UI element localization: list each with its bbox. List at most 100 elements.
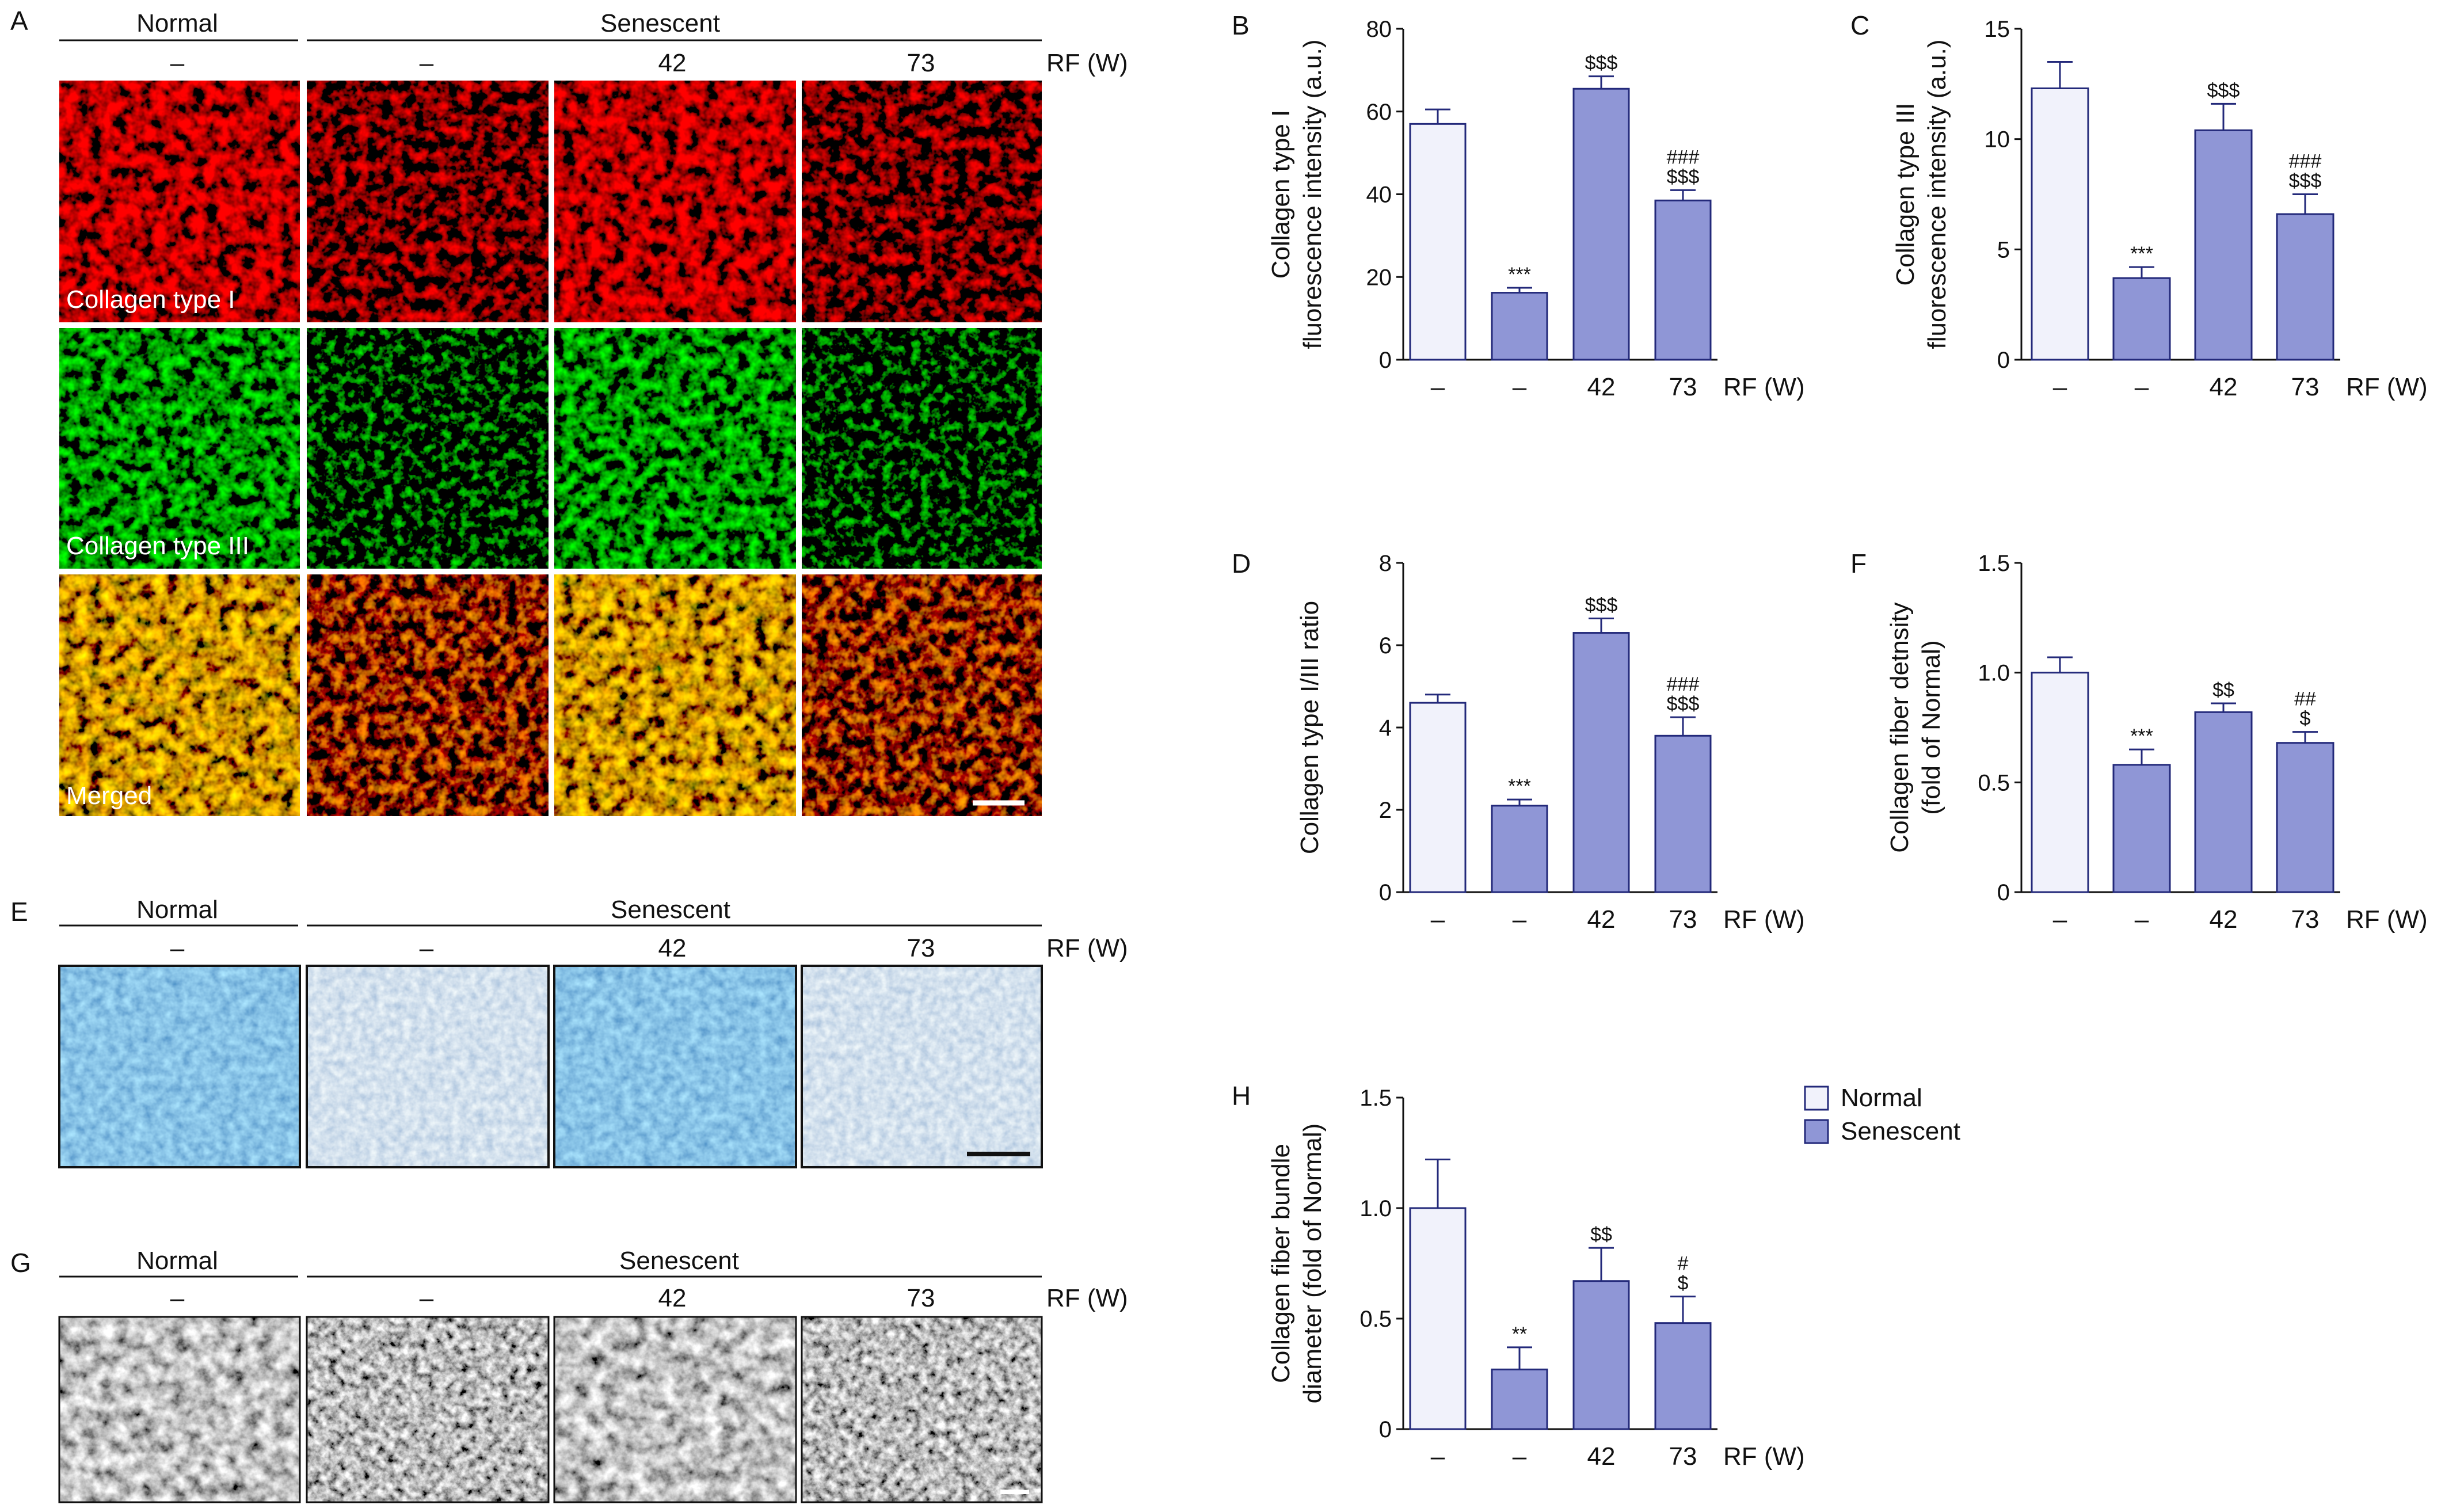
image-a-rf42-merged xyxy=(554,574,796,816)
col-label-normal-g: – xyxy=(170,1284,185,1312)
y-tick-label: 80 xyxy=(1366,17,1392,42)
frame-e-senescent xyxy=(306,965,550,1168)
col-label-control-a: – xyxy=(420,49,434,77)
y-tick-label: 6 xyxy=(1379,633,1392,658)
bar xyxy=(2031,672,2089,893)
image-a-senescent-col1 xyxy=(307,81,549,322)
significance-label: $ xyxy=(2300,708,2311,730)
image-e-rf42 xyxy=(554,966,796,1167)
panel-label-g: G xyxy=(10,1248,31,1278)
y-tick-label: 60 xyxy=(1366,100,1392,125)
x-tick-label: 73 xyxy=(2291,373,2320,401)
panel-label-a: A xyxy=(10,6,28,36)
col-label-normal-a: – xyxy=(170,49,185,77)
x-tick-label: 42 xyxy=(2210,373,2238,401)
image-a-rf42-col1 xyxy=(554,81,796,322)
y-tick-label: 1.0 xyxy=(1978,661,2010,686)
y-axis-label: fluorescence intensity (a.u.) xyxy=(1298,39,1327,349)
image-a-normal-col3 xyxy=(59,328,300,569)
bar xyxy=(2194,129,2253,361)
y-tick-label: 2 xyxy=(1379,798,1392,823)
header-senescent-a: Senescent xyxy=(600,9,720,37)
bar xyxy=(1409,1207,1467,1430)
row-label-collagen-iii: Collagen type III xyxy=(66,532,249,560)
x-tick-label: – xyxy=(1431,373,1445,401)
x-axis-label: RF (W) xyxy=(2346,373,2428,401)
y-tick-label: 0.5 xyxy=(1359,1307,1392,1332)
x-tick-label: 73 xyxy=(1669,1442,1697,1471)
x-axis-label: RF (W) xyxy=(1723,373,1805,401)
header-normal-e: Normal xyxy=(136,896,218,924)
y-tick-label: 40 xyxy=(1366,182,1392,208)
x-tick-label: 42 xyxy=(2210,905,2238,934)
y-axis-label: Collagen type I xyxy=(1267,110,1295,279)
row-label-collagen-i: Collagen type I xyxy=(66,285,235,314)
x-tick-label: – xyxy=(1513,1442,1527,1471)
col-label-control-e: – xyxy=(420,934,434,962)
legend: Normal Senescent xyxy=(1804,1084,1960,1145)
image-e-normal xyxy=(58,965,301,1168)
significance-label: *** xyxy=(1508,775,1531,797)
y-axis-label: diameter (fold of Normal) xyxy=(1298,1123,1327,1404)
image-a-rf73-col3 xyxy=(802,328,1042,569)
image-a-normal-col1 xyxy=(59,81,300,322)
significance-label: $$$ xyxy=(1667,166,1700,188)
y-tick-label: 4 xyxy=(1379,715,1392,741)
header-senescent-g: Senescent xyxy=(619,1247,739,1275)
bar xyxy=(2031,87,2089,361)
bar xyxy=(1491,292,1548,361)
frame-e-normal xyxy=(58,965,301,1168)
bar xyxy=(2194,711,2253,893)
frame-g-senescent xyxy=(306,1316,550,1503)
y-tick-label: 10 xyxy=(1985,127,2010,153)
y-tick-label: 0 xyxy=(1997,880,2010,905)
bar xyxy=(1654,734,1712,893)
legend-swatch-senescent xyxy=(1804,1119,1829,1144)
micrograph-grid-a xyxy=(59,81,1042,816)
bar xyxy=(1654,199,1712,361)
rf-label-e: RF (W) xyxy=(1046,934,1128,962)
significance-label: ## xyxy=(2294,688,2316,710)
x-tick-label: 73 xyxy=(1669,373,1697,401)
x-tick-label: 42 xyxy=(1587,1442,1616,1471)
y-tick-label: 1.5 xyxy=(1978,551,2010,576)
panel-label-b: B xyxy=(1232,10,1250,40)
panel-label-h: H xyxy=(1232,1081,1251,1111)
bar xyxy=(2112,764,2171,893)
bar xyxy=(1491,805,1548,893)
significance-label: ** xyxy=(1512,1323,1527,1345)
header-normal-g: Normal xyxy=(136,1247,218,1275)
bar xyxy=(1409,702,1467,893)
y-axis-label: (fold of Normal) xyxy=(1917,640,1945,814)
image-a-normal-merged xyxy=(59,574,300,816)
x-tick-label: – xyxy=(2135,373,2149,401)
bar xyxy=(1654,1322,1712,1430)
y-tick-label: 0 xyxy=(1379,880,1392,905)
col-label-73-e: 73 xyxy=(907,934,935,962)
panel-label-f: F xyxy=(1850,549,1867,578)
panel-label-d: D xyxy=(1232,549,1251,578)
bar xyxy=(1409,123,1467,361)
significance-label: ### xyxy=(1667,146,1700,168)
significance-label: $$$ xyxy=(2289,170,2322,192)
significance-label: ### xyxy=(2289,151,2322,173)
y-axis-label: Collagen type I/III ratio xyxy=(1296,601,1324,854)
y-tick-label: 1.5 xyxy=(1359,1086,1392,1111)
x-tick-label: 42 xyxy=(1587,905,1616,934)
col-label-42-e: 42 xyxy=(658,934,687,962)
y-axis-label: Collagen type III xyxy=(1891,103,1920,286)
x-axis-label: RF (W) xyxy=(2346,905,2428,934)
y-axis-label: Collagen fiber bundle xyxy=(1267,1144,1295,1383)
legend-label-senescent: Senescent xyxy=(1841,1117,1960,1145)
header-normal-a: Normal xyxy=(136,9,218,37)
col-label-42-a: 42 xyxy=(658,49,687,77)
panel-label-e: E xyxy=(10,897,28,927)
y-tick-label: 20 xyxy=(1366,265,1392,290)
col-label-control-g: – xyxy=(420,1284,434,1312)
y-tick-label: 8 xyxy=(1379,551,1392,576)
x-axis-label: RF (W) xyxy=(1723,1442,1805,1471)
significance-label: $$$ xyxy=(1585,595,1618,616)
y-axis-label: fluorescence intensity (a.u.) xyxy=(1923,39,1951,349)
col-label-73-g: 73 xyxy=(907,1284,935,1312)
